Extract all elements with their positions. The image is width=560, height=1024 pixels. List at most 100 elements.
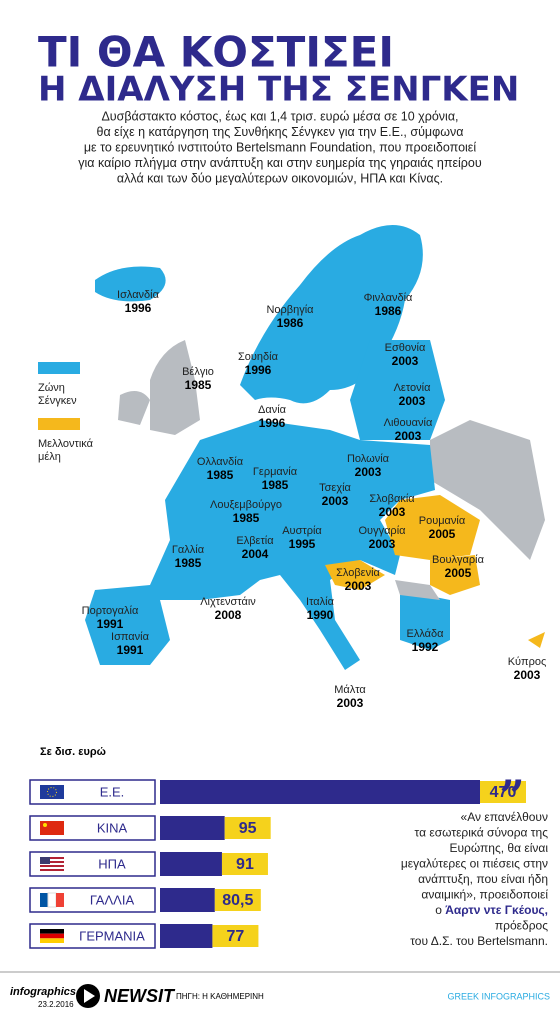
quote-line: πρόεδρος: [495, 919, 548, 933]
quote-line: του Δ.Σ. του Bertelsmann.: [410, 934, 548, 948]
country-shape: [528, 632, 545, 648]
country-name: Σλοβακία: [369, 493, 415, 505]
bar-chart: Ε.Ε. 470 ΚΙΝΑ 95 ΗΠΑ 91 ΓΑΛΛΙΑ 80,5 ΓΕΡΜΑΝΙΑ 77: [29, 779, 526, 949]
country-name: Αυστρία: [282, 525, 322, 537]
country-name: Δανία: [258, 404, 287, 416]
country-shape: [150, 340, 200, 435]
country-year: 1985: [175, 556, 202, 570]
quote: «Αν επανέλθουν τα εσωτερικά σύνορα τηςΕυρ…: [401, 810, 549, 948]
country-name: Λετονία: [394, 382, 432, 394]
flag: [40, 859, 64, 861]
country-shape: [95, 266, 166, 302]
title: Η ΔΙΑΛΥΣΗ ΤΗΣ ΣΕΝΓΚΕΝ: [38, 70, 519, 110]
footer-source: ΠΗΓΗ: Η ΚΑΘΗΜΕΡΙΝΗ: [176, 992, 264, 1001]
country-year: 1996: [125, 301, 152, 315]
value-label: 77: [227, 928, 245, 945]
country-year: 1986: [375, 304, 402, 318]
country-shape: [400, 590, 450, 650]
legend-label: μέλη: [38, 451, 61, 463]
country-name: Πολωνία: [347, 453, 390, 465]
footer-date: 23.2.2016: [38, 1000, 74, 1009]
country-name: Ρουμανία: [419, 515, 466, 527]
flag: [40, 857, 50, 864]
quote-prefix: ο: [435, 903, 442, 917]
country-name: Τσεχία: [319, 482, 351, 494]
country-year: 1995: [289, 537, 316, 551]
category-label: Ε.Ε.: [100, 784, 125, 799]
flag: [40, 785, 64, 799]
flag: [56, 893, 64, 907]
value-label-box: [221, 853, 268, 875]
title: ΤΙ ΘΑ ΚΟΣΤΙΣΕΙ: [38, 28, 394, 77]
flag: [40, 821, 64, 835]
country-year: 2003: [399, 394, 426, 408]
country-name: Φινλανδία: [364, 292, 413, 304]
country-name: Σουηδία: [238, 351, 279, 363]
footer-credit: GREEK INFOGRAPHICS: [447, 991, 550, 1001]
country-year: 1991: [97, 617, 124, 631]
country-year: 2003: [322, 494, 349, 508]
flag: [40, 893, 48, 907]
country-year: 1990: [307, 608, 334, 622]
value-label: 91: [236, 856, 254, 873]
value-label: 95: [239, 820, 257, 837]
legend-swatch: [38, 418, 80, 430]
quote-name: Άαρτν ντε Γκέους,: [445, 903, 548, 917]
country-year: 1996: [245, 363, 272, 377]
country-shape: [85, 420, 435, 670]
country-year: 1985: [185, 378, 212, 392]
country-year: 1986: [277, 316, 304, 330]
legend-label: Μελλοντικά: [38, 438, 94, 450]
country-name: Βέλγιο: [182, 366, 214, 378]
country-year: 2003: [337, 696, 364, 710]
country-name: Ουγγαρία: [359, 525, 407, 537]
country-year: 2003: [355, 465, 382, 479]
country-year: 1985: [207, 468, 234, 482]
country-year: 2005: [445, 566, 472, 580]
country-name: Κύπρος: [508, 656, 547, 668]
value-label: 470: [490, 784, 517, 801]
flag: [40, 865, 64, 867]
bar: [160, 888, 215, 912]
quote-mark: ”: [499, 772, 524, 823]
flag: [40, 869, 64, 871]
country-year: 2004: [242, 547, 269, 561]
country-name: Ισλανδία: [117, 289, 160, 301]
bar: [160, 816, 225, 840]
value-label-box: [214, 889, 261, 911]
country-name: Ιταλία: [306, 596, 335, 608]
quote-line: ο Άαρτν ντε Γκέους,: [435, 903, 548, 917]
bar: [160, 780, 480, 804]
country-name: Σλοβενία: [336, 567, 380, 579]
category-label: ΓΑΛΛΙΑ: [90, 892, 135, 907]
country-shape: [395, 580, 440, 600]
flag: [47, 892, 57, 908]
country-name: Νορβηγία: [266, 304, 314, 316]
flag: [43, 823, 47, 827]
quote-line: τα εσωτερικά σύνορα της: [415, 826, 549, 840]
value-label-box: [212, 925, 259, 947]
country-name: Λιχτενστάιν: [200, 596, 256, 608]
country-year: 1985: [233, 511, 260, 525]
legend-label: Ζώνη: [38, 382, 65, 394]
logo-icon: [84, 989, 95, 1003]
country-shape: [430, 420, 545, 560]
intro-line: θα είχε η κατάργηση της Συνθήκης Σένγκεν…: [97, 125, 464, 139]
country-name: Λιθουανία: [384, 417, 433, 429]
country-year: 1992: [412, 640, 439, 654]
quote-line: «Αν επανέλθουν: [461, 810, 548, 824]
country-name: Ελβετία: [236, 535, 274, 547]
footer-logo: NEWSIT: [104, 986, 176, 1006]
country-year: 2003: [392, 354, 419, 368]
flag: [40, 938, 64, 943]
legend-swatch: [38, 362, 80, 374]
country-name: Εσθονία: [385, 342, 426, 354]
unit-label: Σε δισ. ευρώ: [40, 746, 106, 758]
value-label: 80,5: [222, 892, 253, 909]
quote-line: Ευρώπης, θα είναι: [449, 841, 548, 855]
map: [40, 200, 545, 670]
country-shape: [430, 555, 480, 595]
category-label: ΓΕΡΜΑΝΙΑ: [79, 928, 145, 943]
value-label-box: [224, 817, 271, 839]
country-year: 1996: [259, 416, 286, 430]
